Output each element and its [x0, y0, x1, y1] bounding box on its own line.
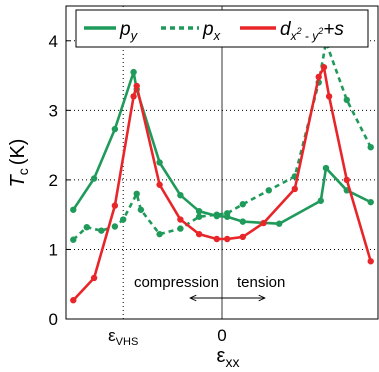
- y-tick-label: 3: [49, 101, 58, 120]
- data-point: [224, 235, 231, 243]
- y-tick-label: 4: [49, 32, 58, 51]
- data-point: [70, 206, 77, 213]
- legend: py px dx2 - y2+s: [75, 9, 369, 48]
- data-point: [213, 211, 220, 218]
- compression-label: compression: [134, 274, 219, 291]
- data-point: [343, 176, 350, 184]
- data-point: [265, 187, 272, 194]
- y-tick-label: 1: [49, 240, 58, 259]
- data-point: [325, 93, 333, 100]
- x-tick-label: εVHS: [108, 326, 138, 348]
- data-point: [239, 201, 246, 208]
- data-point: [156, 159, 163, 166]
- x-axis-title-main: ε: [217, 345, 226, 367]
- x-tick-label-sub: VHS: [116, 336, 139, 348]
- x-axis-title: εxx: [217, 345, 240, 370]
- data-point: [130, 68, 137, 76]
- data-point: [367, 198, 374, 206]
- data-point: [322, 164, 330, 172]
- data-point: [130, 93, 137, 100]
- data-point: [98, 227, 105, 234]
- data-point: [195, 213, 203, 220]
- data-point: [156, 230, 163, 238]
- data-point: [343, 96, 350, 104]
- y-axis-title-main: T: [7, 173, 29, 187]
- data-point: [90, 175, 98, 182]
- data-point: [111, 125, 119, 133]
- data-point: [224, 210, 231, 217]
- tension-label: tension: [237, 274, 285, 291]
- data-point: [137, 206, 145, 213]
- data-point: [133, 190, 140, 197]
- data-point: [70, 297, 77, 304]
- series-line: [72, 65, 372, 302]
- x-tick-label: 0: [217, 326, 226, 345]
- y-tick-label: 2: [49, 171, 58, 190]
- data-point: [291, 185, 298, 193]
- data-point: [111, 202, 119, 209]
- data-point: [195, 230, 203, 238]
- x-axis-title-sub: xx: [225, 354, 239, 370]
- data-point: [120, 216, 127, 223]
- data-point: [213, 235, 220, 243]
- data-point: [90, 274, 98, 282]
- data-point: [177, 216, 184, 223]
- y-axis-title-sub: c: [15, 168, 31, 175]
- legend-box: [75, 9, 369, 48]
- data-point: [239, 218, 246, 225]
- data-point: [195, 207, 203, 215]
- data-point: [239, 233, 246, 241]
- series-2: [70, 64, 374, 304]
- data-point: [367, 258, 374, 265]
- data-point: [70, 236, 77, 243]
- data-point: [315, 73, 322, 81]
- y-axis-title: Tc (K): [7, 139, 31, 188]
- data-point: [367, 143, 374, 151]
- data-point: [83, 223, 91, 231]
- data-point: [111, 223, 119, 230]
- data-point: [320, 64, 328, 71]
- series-line: [72, 70, 372, 226]
- plot-frame: [65, 5, 379, 320]
- y-axis-title-unit: (K): [7, 139, 29, 166]
- data-point: [177, 225, 184, 232]
- data-point: [260, 219, 267, 227]
- series-layer: [70, 38, 374, 304]
- data-point: [317, 197, 324, 204]
- data-point: [133, 82, 140, 90]
- data-point: [276, 220, 283, 227]
- data-point: [156, 181, 163, 188]
- y-tick-label: 0: [49, 310, 58, 329]
- data-point: [177, 191, 184, 199]
